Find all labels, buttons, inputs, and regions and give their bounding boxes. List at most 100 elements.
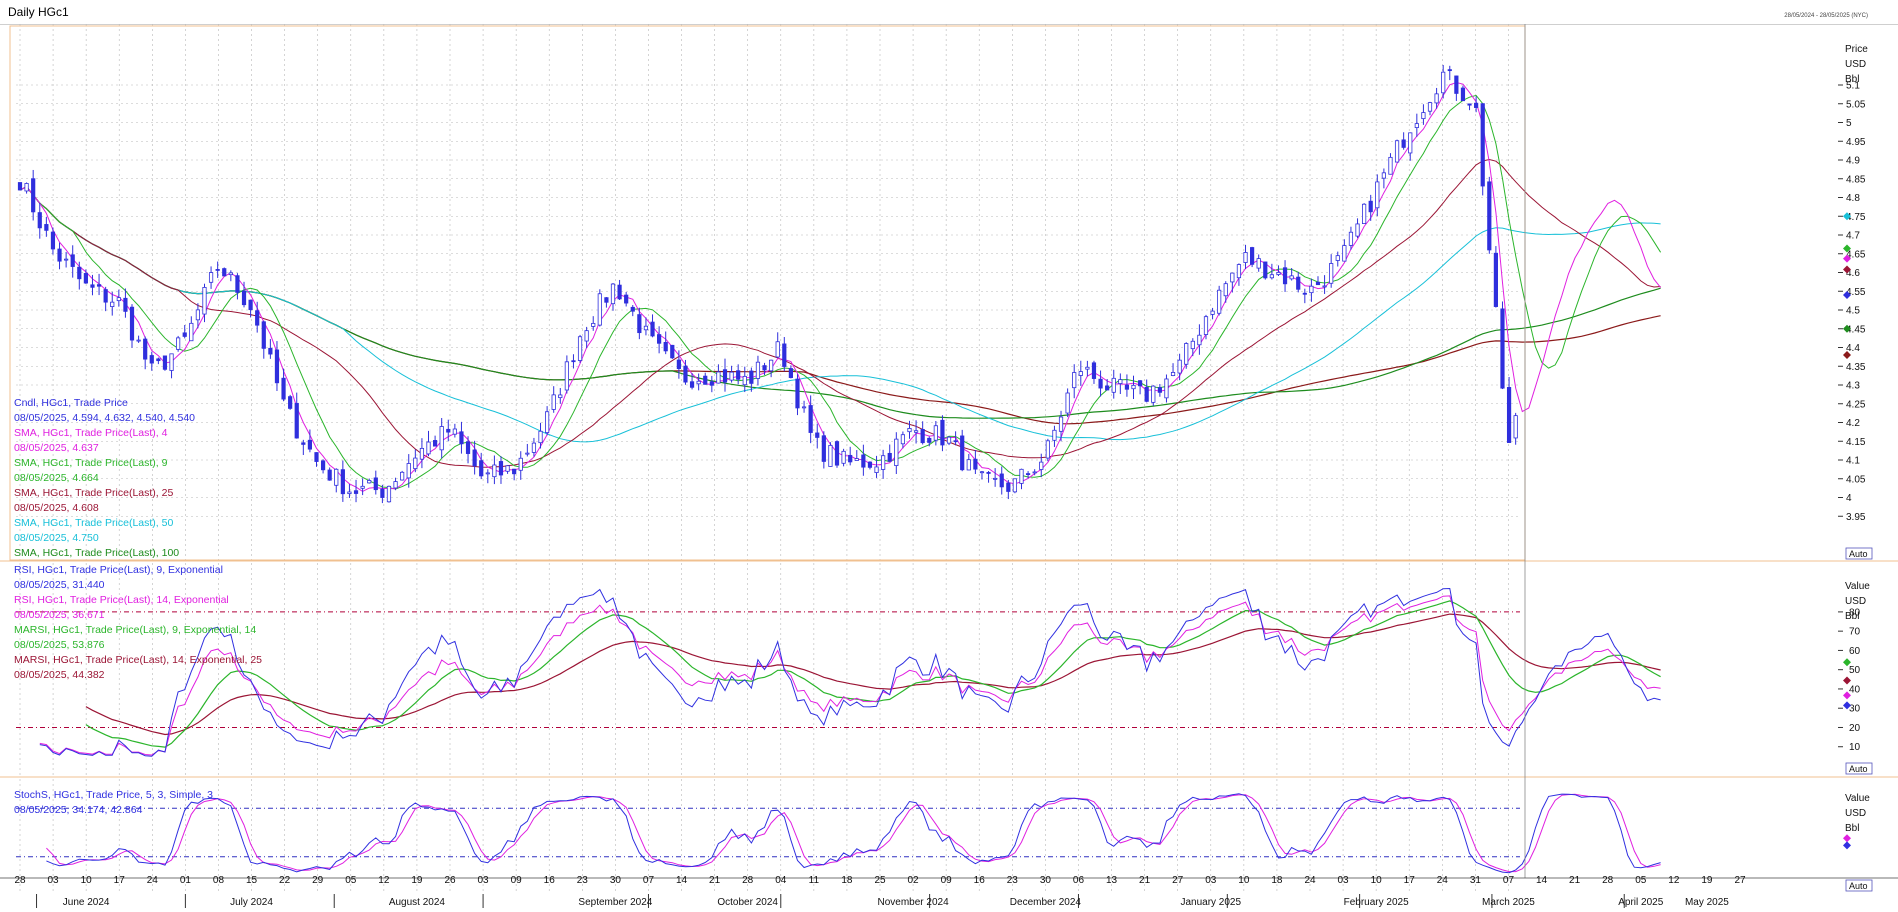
candle-body bbox=[900, 434, 906, 445]
candle-body bbox=[722, 369, 728, 383]
candle-body bbox=[703, 375, 708, 385]
candle-body bbox=[241, 290, 247, 306]
candle-body bbox=[37, 212, 42, 229]
candle-body bbox=[1414, 123, 1419, 128]
x-month-label: April 2025 bbox=[1618, 897, 1663, 908]
price-tick-label: 4.55 bbox=[1846, 287, 1866, 298]
candle-body bbox=[162, 355, 168, 370]
candle-body bbox=[1335, 255, 1340, 261]
x-month-label: September 2024 bbox=[578, 897, 652, 908]
candle-body bbox=[538, 430, 543, 444]
candle-body bbox=[696, 380, 701, 385]
candle-body bbox=[1474, 102, 1479, 108]
x-day-label: 03 bbox=[478, 875, 490, 886]
stoch-axis-header: Value bbox=[1845, 793, 1870, 804]
candle-body bbox=[617, 284, 622, 300]
candle-body bbox=[518, 457, 523, 471]
candle-body bbox=[90, 284, 95, 288]
candle-body bbox=[1184, 343, 1189, 365]
candle-body bbox=[512, 468, 517, 475]
candle-body bbox=[1006, 482, 1011, 492]
candle-body bbox=[1322, 285, 1327, 288]
candle-body bbox=[1394, 140, 1400, 163]
candle-body bbox=[953, 440, 958, 443]
price-tick-label: 4.2 bbox=[1846, 418, 1860, 429]
axis-labels: PriceUSDBbl5.15.0554.954.94.854.84.754.7… bbox=[14, 44, 1873, 908]
x-day-label: 30 bbox=[1040, 875, 1052, 886]
x-month-label: May 2025 bbox=[1685, 897, 1729, 908]
candle-body bbox=[110, 301, 115, 308]
candle-body bbox=[353, 490, 359, 494]
candle-body bbox=[1355, 223, 1360, 237]
candle-body bbox=[1111, 377, 1116, 393]
x-day-label: 03 bbox=[48, 875, 60, 886]
candle-body bbox=[327, 469, 332, 481]
candle-body bbox=[1190, 340, 1195, 350]
rsi-tick-label: 50 bbox=[1849, 665, 1861, 676]
candle-body bbox=[1250, 247, 1255, 265]
candle-body bbox=[1177, 359, 1182, 374]
price-tick-label: 4.6 bbox=[1846, 268, 1860, 279]
stoch-k-line bbox=[46, 793, 1661, 874]
candle-body bbox=[663, 341, 668, 352]
candle-body bbox=[834, 441, 840, 466]
price-legend-label: Cndl, HGc1, Trade Price bbox=[14, 397, 128, 409]
candle-body bbox=[1513, 415, 1518, 439]
candle-body bbox=[1118, 379, 1123, 384]
candle-body bbox=[255, 310, 260, 326]
candle-body bbox=[1408, 132, 1413, 154]
candle-body bbox=[1072, 372, 1077, 389]
candle-body bbox=[1315, 281, 1321, 286]
candle-body bbox=[1091, 362, 1097, 379]
candle-body bbox=[867, 461, 873, 468]
candle-body bbox=[874, 466, 879, 473]
x-day-label: 05 bbox=[345, 875, 357, 886]
x-day-label: 05 bbox=[1635, 875, 1647, 886]
x-day-label: 16 bbox=[974, 875, 986, 886]
candle-body bbox=[182, 332, 187, 337]
x-day-label: 21 bbox=[1569, 875, 1581, 886]
x-day-label: 23 bbox=[577, 875, 589, 886]
candle-body bbox=[907, 428, 912, 433]
candle-body bbox=[1105, 385, 1110, 391]
stoch-axis-header: Bbl bbox=[1845, 823, 1859, 834]
x-day-label: 25 bbox=[874, 875, 886, 886]
rsi-tick-label: 60 bbox=[1849, 646, 1861, 657]
candle-body bbox=[545, 411, 550, 433]
price-legend-value: 08/05/2025, 4.664 bbox=[14, 472, 99, 484]
price-tick-label: 5 bbox=[1846, 118, 1852, 129]
candle-body bbox=[999, 473, 1004, 488]
candle-body bbox=[558, 394, 563, 399]
candle-body bbox=[228, 272, 233, 276]
rsi-lines bbox=[39, 587, 1661, 757]
candle-body bbox=[709, 381, 714, 386]
candle-body bbox=[373, 477, 378, 491]
price-legend-label: SMA, HGc1, Trade Price(Last), 25 bbox=[14, 487, 173, 499]
price-tick-label: 4.9 bbox=[1846, 156, 1860, 167]
price-legend-value: 08/05/2025, 4.608 bbox=[14, 502, 99, 514]
candle-body bbox=[1256, 258, 1261, 269]
price-tick-label: 4.1 bbox=[1846, 456, 1860, 467]
candle-body bbox=[1434, 93, 1439, 104]
price-tick-label: 4.8 bbox=[1846, 193, 1860, 204]
x-month-label: January 2025 bbox=[1180, 897, 1241, 908]
candle-body bbox=[927, 437, 932, 443]
candle-body bbox=[1032, 471, 1037, 474]
rsi-tick-label: 10 bbox=[1849, 742, 1861, 753]
x-day-label: 15 bbox=[246, 875, 258, 886]
candle-body bbox=[861, 454, 866, 468]
candle-body bbox=[301, 442, 306, 445]
candle-body bbox=[44, 224, 49, 231]
candle-body bbox=[1427, 102, 1433, 112]
candle-body bbox=[821, 435, 826, 462]
price-tick-label: 4.5 bbox=[1846, 306, 1860, 317]
candle-body bbox=[452, 428, 457, 435]
candle-body bbox=[894, 438, 899, 466]
candle-body bbox=[755, 361, 761, 379]
candle-body bbox=[769, 359, 774, 372]
candle-body bbox=[683, 365, 688, 383]
rsi-9-marker bbox=[1843, 701, 1851, 710]
x-day-label: 28 bbox=[14, 875, 26, 886]
stoch-legend-value: 08/05/2025, 34.174, 42.864 bbox=[14, 804, 143, 816]
